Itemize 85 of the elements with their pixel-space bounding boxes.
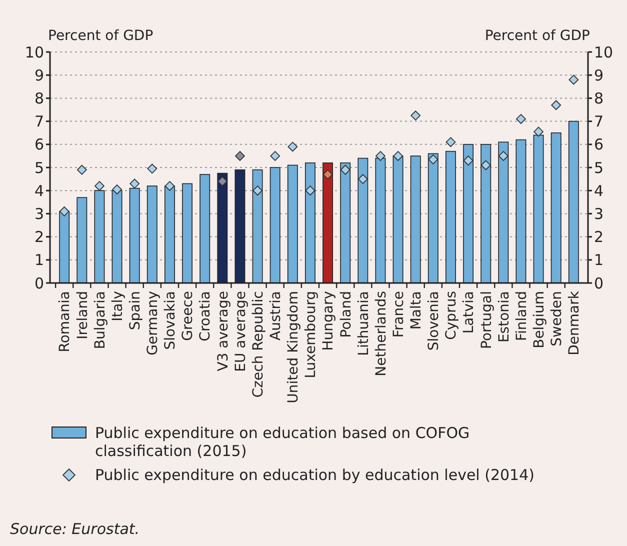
x-tick-label: Croatia (198, 291, 214, 342)
point (76, 164, 87, 175)
y2-tick-label: 7 (594, 112, 604, 131)
x-tick-label: Lithuania (356, 291, 372, 356)
x-tick-label: Italy (110, 291, 126, 322)
x-tick-label: Sweden (548, 291, 565, 346)
y-tick-label: 10 (24, 43, 44, 62)
x-tick-label: Poland (338, 291, 354, 338)
x-tick-label: Finland (514, 291, 530, 342)
y-tick-label: 2 (34, 228, 44, 246)
point (305, 186, 316, 196)
x-tick-label: United Kingdom (286, 291, 302, 404)
point (480, 160, 491, 170)
point (164, 181, 175, 191)
source-note: Source: Eurostat. (10, 520, 140, 538)
x-tick-label: Germany (145, 291, 162, 356)
x-tick-label: Ireland (74, 291, 91, 340)
legend-label: Public expenditure on education by education level (2014) (95, 466, 534, 484)
x-tick-label: Austria (268, 291, 284, 340)
y2-tick-label: 6 (594, 136, 604, 154)
x-tick-label: Czech Republic (250, 291, 266, 398)
point (235, 151, 245, 161)
y2-tick-label: 5 (594, 158, 604, 177)
point (516, 114, 526, 124)
point (393, 151, 403, 161)
point (551, 100, 562, 110)
point (428, 154, 438, 164)
x-tick-label: Bulgaria (92, 291, 108, 350)
x-tick-label: Malta (408, 291, 424, 330)
x-tick-label: Hungary (320, 291, 337, 351)
x-tick-label: Belgium (531, 291, 548, 348)
point (463, 156, 474, 166)
point (252, 186, 262, 196)
point (498, 151, 508, 161)
point (94, 181, 104, 191)
x-tick-label: Slovenia (426, 291, 442, 351)
x-tick-label: Slovakia (162, 291, 179, 350)
y-tick-label: 7 (34, 112, 44, 131)
y2-tick-label: 3 (594, 204, 604, 223)
x-tick-label: Greece (180, 291, 196, 341)
x-tick-label: Romania (57, 291, 74, 352)
point (340, 164, 350, 175)
y-tick-label: 3 (34, 204, 44, 223)
point (130, 178, 140, 189)
y-axis-title: Percent of GDP (48, 28, 154, 44)
x-tick-label: Denmark (566, 290, 583, 356)
point (147, 164, 158, 174)
y-tick-label: 6 (34, 136, 44, 154)
point (568, 74, 579, 85)
legend-label: Public expenditure on education based on COFOG classification (2015) (95, 424, 470, 460)
y-tick-label: 5 (34, 158, 44, 177)
point (376, 151, 386, 161)
point (446, 137, 456, 148)
x-tick-label: Portugal (478, 291, 495, 349)
point (410, 110, 421, 120)
point (534, 126, 544, 137)
x-tick-label: Cyprus (444, 291, 460, 340)
y-tick-label: 8 (34, 89, 44, 108)
y2-tick-label: 1 (594, 251, 604, 270)
point (217, 176, 228, 186)
y2-tick-label: 2 (594, 228, 604, 246)
point (358, 174, 368, 184)
point (59, 206, 70, 216)
y-tick-label: 9 (34, 66, 44, 84)
y-tick-label: 1 (34, 251, 44, 270)
y-tick-label: 0 (34, 274, 44, 292)
point (322, 169, 333, 180)
point (270, 151, 280, 161)
y2-tick-label: 4 (594, 182, 604, 200)
point (112, 184, 122, 194)
y2-tick-label: 10 (594, 43, 614, 62)
x-tick-label: Netherlands (373, 291, 390, 376)
y-tick-label: 4 (34, 182, 44, 200)
point (288, 142, 298, 152)
y2-axis-title: Percent of GDP (484, 28, 590, 44)
x-tick-label: Luxembourg (303, 291, 320, 378)
x-tick-label: Estonia (496, 291, 512, 343)
x-tick-label: France (390, 291, 407, 338)
y2-tick-label: 0 (594, 274, 604, 292)
y2-tick-label: 8 (594, 89, 604, 108)
x-tick-label: EU average (232, 291, 249, 372)
x-tick-label: V3 average (215, 291, 232, 372)
y2-tick-label: 9 (594, 66, 604, 84)
x-tick-label: Latvia (461, 291, 478, 334)
x-tick-label: Spain (127, 291, 144, 330)
